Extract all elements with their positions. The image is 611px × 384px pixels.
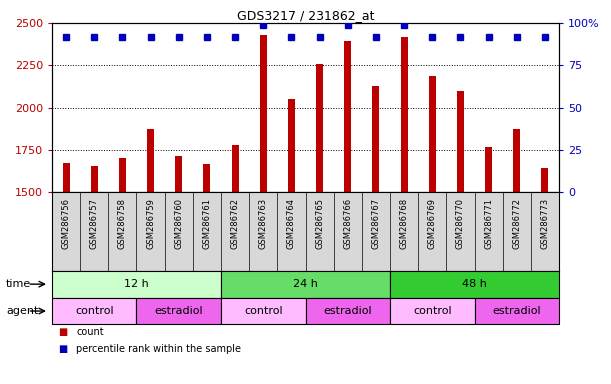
Text: 48 h: 48 h [462,279,487,289]
Text: GSM286767: GSM286767 [371,198,381,250]
Bar [221,271,390,298]
Text: estradiol: estradiol [323,306,372,316]
Bar [232,145,238,192]
Text: count: count [76,327,104,337]
Text: GSM286762: GSM286762 [230,198,240,249]
Text: GSM286772: GSM286772 [512,198,521,249]
Text: GSM286758: GSM286758 [118,198,127,249]
Text: GSM286769: GSM286769 [428,198,437,249]
Text: GSM286757: GSM286757 [90,198,99,249]
Text: control: control [244,306,282,316]
Text: estradiol: estradiol [492,306,541,316]
Text: control: control [75,306,114,316]
Bar [288,99,295,192]
Text: GSM286760: GSM286760 [174,198,183,249]
Title: GDS3217 / 231862_at: GDS3217 / 231862_at [236,9,375,22]
Bar [344,41,351,192]
Text: GSM286770: GSM286770 [456,198,465,249]
Bar [457,91,464,192]
Text: ■: ■ [58,327,67,337]
Text: GSM286764: GSM286764 [287,198,296,249]
Bar [401,36,408,192]
Bar [485,147,492,192]
Text: agent: agent [6,306,38,316]
Bar [541,168,549,192]
Text: time: time [6,279,31,289]
Bar [306,298,390,324]
Bar [429,76,436,192]
Bar [90,166,98,192]
Bar [260,35,267,192]
Text: GSM286761: GSM286761 [202,198,211,249]
Text: GSM286763: GSM286763 [258,198,268,250]
Text: GSM286756: GSM286756 [62,198,70,249]
Bar [475,298,559,324]
Bar [390,298,475,324]
Bar [136,298,221,324]
Text: estradiol: estradiol [155,306,203,316]
Bar [221,298,306,324]
Text: 12 h: 12 h [124,279,149,289]
Text: GSM286768: GSM286768 [400,198,409,250]
Bar [175,156,182,192]
Text: GSM286773: GSM286773 [541,198,549,250]
Bar [147,129,154,192]
Bar [52,271,221,298]
Text: control: control [413,306,452,316]
Bar [316,65,323,192]
Text: percentile rank within the sample: percentile rank within the sample [76,344,241,354]
Bar [62,163,70,192]
Text: 24 h: 24 h [293,279,318,289]
Bar [373,86,379,192]
Text: GSM286759: GSM286759 [146,198,155,249]
Bar [119,158,126,192]
Bar [513,129,521,192]
Text: GSM286771: GSM286771 [484,198,493,249]
Text: ■: ■ [58,344,67,354]
Bar [52,298,136,324]
Text: GSM286765: GSM286765 [315,198,324,249]
Bar [390,271,559,298]
Text: GSM286766: GSM286766 [343,198,353,250]
Bar [203,164,210,192]
